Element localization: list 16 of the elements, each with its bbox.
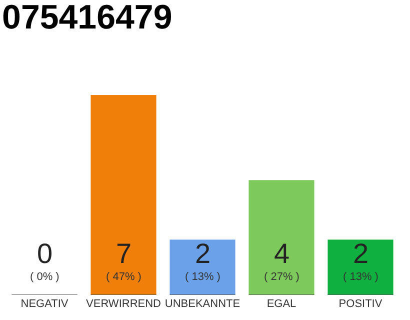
data-label: ( 13% ) [185, 271, 220, 283]
annotation: 7 [116, 238, 132, 269]
x-tick-label: EGAL [266, 298, 296, 310]
chart-title: 075416479 [2, 0, 172, 37]
data-label: ( 27% ) [264, 271, 300, 283]
x-tick-label: NEGATIV [20, 298, 69, 310]
data-label: ( 0% ) [30, 271, 60, 283]
annotation: 4 [274, 238, 290, 269]
data-label: ( 13% ) [343, 271, 378, 283]
x-tick-label: VERWIRREND [86, 298, 162, 310]
annotation: 0 [37, 238, 53, 269]
annotation: 2 [195, 238, 211, 269]
x-tick-label: UNBEKANNTE [164, 298, 240, 310]
x-tick-label: POSITIV [338, 298, 383, 310]
data-label: ( 47% ) [106, 271, 142, 283]
annotation: 2 [353, 238, 369, 269]
